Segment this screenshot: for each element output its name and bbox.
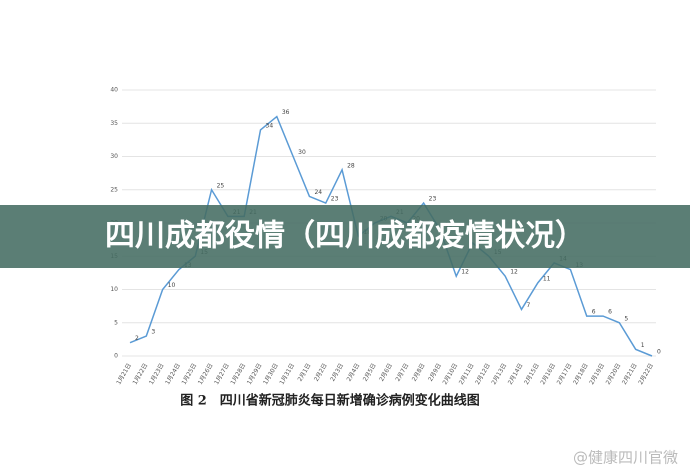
data-label: 10 [168, 282, 176, 289]
x-tick-label: 2月7日 [394, 362, 410, 383]
banner: 四川成都役情（四川成都疫情状况） [105, 219, 585, 254]
data-label: 0 [657, 349, 661, 356]
y-tick-label: 10 [110, 286, 118, 293]
x-tick-label: 2月2日 [313, 362, 329, 383]
x-tick-label: 2月21日 [621, 362, 639, 386]
data-label: 6 [608, 309, 612, 316]
x-tick-label: 2月8日 [411, 362, 427, 383]
x-tick-label: 1月30日 [262, 362, 280, 386]
data-label: 23 [429, 196, 437, 203]
data-label: 3 [151, 329, 155, 336]
banner-bg [0, 205, 690, 268]
y-tick-label: 0 [114, 353, 118, 360]
y-tick-label: 5 [114, 319, 118, 326]
x-tick-label: 2月3日 [329, 362, 345, 383]
x-tick-label: 2月15日 [523, 362, 541, 386]
x-tick-label: 1月26日 [197, 362, 215, 386]
data-label: 34 [266, 122, 274, 129]
data-label: 12 [461, 269, 469, 276]
x-tick-label: 2月4日 [346, 362, 362, 383]
x-tick-label: 2月9日 [427, 362, 443, 383]
caption: 图 2 四川省新冠肺炎每日新增确诊病例变化曲线图 [180, 393, 480, 409]
data-label: 2 [135, 335, 139, 342]
x-tick-label: 1月23日 [148, 362, 166, 386]
y-tick-label: 40 [110, 87, 118, 94]
x-tick-label: 2月11日 [458, 362, 476, 386]
x-tick-label: 1月24日 [164, 362, 182, 386]
data-label: 1 [641, 342, 645, 349]
x-tick-label: 1月22日 [132, 362, 150, 386]
x-tick-label: 2月18日 [572, 362, 590, 386]
x-tick-label: 1月28日 [229, 362, 247, 386]
x-tick-label: 1月21日 [115, 362, 133, 386]
x-tick-label: 1月31日 [278, 362, 296, 386]
data-label: 25 [217, 182, 225, 189]
data-label: 28 [347, 162, 355, 169]
x-tick-label: 2月16日 [539, 362, 557, 386]
x-tick-label: 2月22日 [637, 362, 655, 386]
data-label: 24 [314, 189, 322, 196]
y-tick-label: 30 [110, 153, 118, 160]
x-tick-label: 2月19日 [588, 362, 606, 386]
x-tick-label: 2月13日 [490, 362, 508, 386]
data-label: 36 [282, 109, 290, 116]
x-tick-label: 2月6日 [378, 362, 394, 383]
x-tick-label: 2月10日 [441, 362, 459, 386]
x-tick-label: 1月25日 [180, 362, 198, 386]
data-label: 5 [624, 315, 628, 322]
y-tick-label: 25 [110, 186, 118, 193]
x-tick-label: 2月5日 [362, 362, 378, 383]
x-tick-label: 1月27日 [213, 362, 231, 386]
x-tick-label: 2月14日 [507, 362, 525, 386]
x-tick-label: 2月17日 [556, 362, 574, 386]
watermark: @健康四川官微 [573, 449, 678, 467]
data-label: 12 [510, 269, 518, 276]
data-label: 6 [592, 309, 596, 316]
data-label: 7 [527, 302, 531, 309]
x-tick-label: 1月29日 [246, 362, 264, 386]
y-tick-label: 35 [110, 120, 118, 127]
x-tick-label: 2月1日 [297, 362, 313, 383]
data-label: 30 [298, 149, 306, 156]
data-label: 23 [331, 196, 339, 203]
x-tick-label: 2月20日 [605, 362, 623, 386]
data-label: 11 [543, 275, 551, 282]
x-tick-label: 2月12日 [474, 362, 492, 386]
